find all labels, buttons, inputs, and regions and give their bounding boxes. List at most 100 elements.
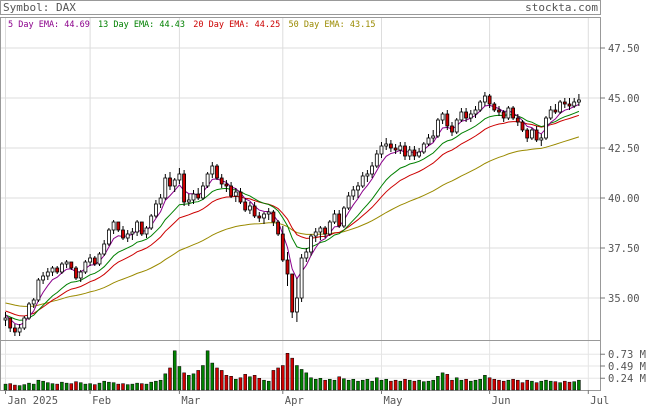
volume-bar xyxy=(125,384,130,391)
volume-bar xyxy=(154,380,158,391)
candle-body xyxy=(50,267,55,273)
volume-bar xyxy=(163,373,168,391)
candle-body xyxy=(558,101,562,113)
volume-bar xyxy=(205,350,210,391)
candle-body xyxy=(464,111,469,119)
volume-bar xyxy=(356,380,360,391)
volume-bar xyxy=(577,379,581,391)
volume-bar xyxy=(417,379,421,391)
candle-body xyxy=(144,227,149,235)
candle-body xyxy=(280,233,285,261)
candle-body xyxy=(116,221,121,231)
candle-body xyxy=(374,153,379,167)
ema-line xyxy=(5,114,580,317)
volume-bar xyxy=(328,378,332,391)
candle-body xyxy=(243,201,248,211)
candle-body xyxy=(31,299,36,305)
candle-body xyxy=(431,135,436,139)
volume-axis: 0.73 M0.49 M0.24 M xyxy=(600,349,646,385)
candle-body xyxy=(379,145,384,155)
volume-bar xyxy=(426,380,431,391)
volume-bar xyxy=(309,377,313,391)
candle-body xyxy=(196,193,201,199)
volume-bar xyxy=(539,380,544,391)
volume-bar xyxy=(511,378,515,391)
ema-line xyxy=(5,136,580,307)
volume-bar xyxy=(8,383,12,391)
candle-body xyxy=(562,101,567,105)
volume-bar xyxy=(130,383,135,391)
volume-bar xyxy=(107,381,111,391)
volume-bar xyxy=(191,373,196,391)
candle-body xyxy=(276,221,281,235)
candle-body xyxy=(577,99,581,103)
candle-body xyxy=(163,177,168,199)
candle-body xyxy=(511,107,516,119)
candle-body xyxy=(313,231,318,237)
volume-bar xyxy=(492,378,497,391)
volume-bar xyxy=(365,378,370,391)
volume-bar xyxy=(313,378,318,391)
volume-bar xyxy=(506,379,511,391)
volume-bar xyxy=(412,380,417,391)
candle-body xyxy=(158,197,163,205)
volume-bar xyxy=(252,375,257,391)
volume-bar xyxy=(93,384,97,391)
legend-item: 50 Day EMA: 43.15 xyxy=(289,20,376,30)
candle-body xyxy=(78,271,83,279)
volume-bar xyxy=(450,379,454,391)
date-label: Feb xyxy=(92,395,111,406)
volume-bar xyxy=(454,377,459,391)
volume-bar xyxy=(342,378,346,391)
volume-bar xyxy=(469,380,473,391)
volume-bar xyxy=(22,384,27,391)
volume-bar xyxy=(375,377,379,391)
candle-body xyxy=(323,227,328,235)
candle-body xyxy=(468,113,473,119)
candle-body xyxy=(266,211,271,215)
price-tick-label: 45.00 xyxy=(608,93,640,105)
price-tick-label: 40.00 xyxy=(608,193,640,205)
candle-body xyxy=(121,229,125,239)
candle-body xyxy=(421,143,426,153)
volume-bar xyxy=(530,380,534,391)
volume-bar xyxy=(436,376,440,391)
candle-body xyxy=(473,109,478,115)
candle-body xyxy=(64,261,69,265)
volume-bar xyxy=(27,382,31,391)
volume-bar xyxy=(389,380,393,391)
volume-bar xyxy=(431,379,435,391)
candle-body xyxy=(186,199,191,203)
candle-body xyxy=(435,119,440,137)
candle-body xyxy=(3,317,8,321)
candle-body xyxy=(520,121,525,131)
candle-body xyxy=(398,145,403,151)
legend-item: 13 Day EMA: 44.43 xyxy=(98,20,185,30)
candle-body xyxy=(130,231,135,235)
candle-body xyxy=(515,117,520,123)
volume-bar xyxy=(13,384,17,391)
candle-body xyxy=(200,185,205,199)
candle-body xyxy=(233,191,238,197)
volume-bar xyxy=(516,379,520,391)
candle-body xyxy=(440,113,445,121)
volume-bar xyxy=(501,380,506,391)
candle-body xyxy=(337,213,342,227)
candle-body xyxy=(426,137,431,145)
candle-body xyxy=(97,253,102,265)
volume-bar xyxy=(497,379,501,391)
volume-bar xyxy=(323,379,327,391)
price-tick-label: 37.50 xyxy=(608,243,640,255)
symbol-label: Symbol: DAX xyxy=(3,1,76,14)
price-tick-label: 42.50 xyxy=(608,143,640,155)
candles xyxy=(3,92,581,336)
volume-bar xyxy=(393,379,398,391)
volume-bar xyxy=(243,374,247,391)
volume-bar xyxy=(544,379,548,391)
price-axis: 47.50 45.00 42.50 40.00 37.50 35.00 xyxy=(600,43,640,305)
volume-bar xyxy=(234,378,238,391)
candle-body xyxy=(17,327,22,333)
candle-body xyxy=(572,101,577,107)
volume-bar xyxy=(403,378,407,391)
candle-body xyxy=(351,189,356,197)
